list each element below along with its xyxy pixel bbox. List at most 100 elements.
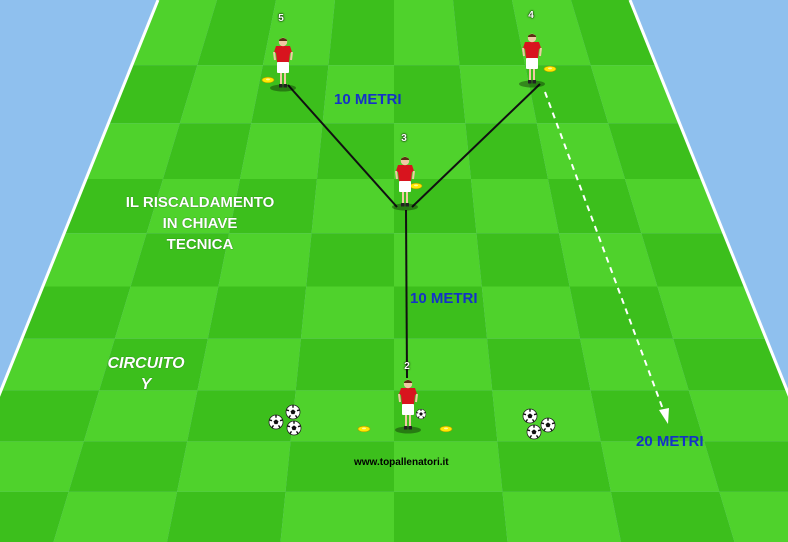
pitch-stripe	[394, 179, 477, 234]
website-credit: www.topallenatori.it	[354, 457, 449, 468]
cone-marker-icon	[543, 65, 557, 73]
pitch-stripe	[525, 65, 609, 124]
pitch-stripe	[108, 65, 198, 124]
pitch-stripe	[0, 491, 69, 542]
pitch-stripe	[0, 338, 115, 391]
player-number-2: 2	[404, 361, 410, 372]
circuit-label-line-2: Y	[140, 376, 152, 393]
pitch-stripe	[394, 338, 493, 391]
soccer-ball-icon	[540, 417, 556, 433]
pitch-stripe	[306, 233, 394, 287]
cone-marker-icon	[261, 76, 275, 84]
pitch-stripe	[251, 65, 329, 124]
pitch-stripe	[64, 179, 163, 234]
pitch-stripe	[571, 0, 657, 66]
pitch-stripe	[131, 0, 217, 66]
y-line-left-arm	[287, 84, 398, 208]
pitch-stripe	[85, 123, 180, 180]
pitch-stripe	[0, 390, 100, 442]
drill-title: IL RISCALDAMENTO IN CHIAVE TECNICA	[100, 192, 300, 255]
pitch-stripe	[394, 123, 472, 180]
pitch-stripe	[497, 441, 611, 492]
pitch-stripe	[590, 65, 680, 124]
pitch-stripe	[600, 441, 720, 492]
circuit-label: CIRCUITO Y	[96, 353, 196, 395]
pitch-stripe	[99, 338, 208, 391]
y-line-stem	[405, 209, 408, 379]
pitch-stripe	[492, 390, 601, 442]
pitch-stripe	[83, 390, 198, 442]
pitch-stripe	[42, 233, 147, 287]
pitch-stripe	[719, 491, 788, 542]
pitch-stripe	[625, 179, 724, 234]
cone-marker-icon	[409, 182, 423, 190]
pitch-sideline-left	[0, 0, 160, 397]
distance-label-stem: 10 METRI	[410, 290, 478, 307]
pitch-stripe	[580, 338, 689, 391]
pitch-stripe	[476, 233, 570, 287]
pitch-stripe	[569, 286, 674, 339]
pitch-stripe	[285, 441, 394, 492]
pitch-stripe	[322, 65, 394, 124]
pitch-stripe	[218, 233, 312, 287]
pitch-stripe	[21, 286, 131, 339]
pitch-stripe	[177, 441, 291, 492]
pitch-stripe	[114, 286, 219, 339]
pitch-stripe	[53, 491, 178, 542]
pitch-stripe	[502, 491, 621, 542]
pitch-stripe	[197, 0, 276, 66]
pitch-stripe	[471, 179, 559, 234]
pitch-stripe	[68, 441, 188, 492]
pitch-stripe	[536, 123, 626, 180]
pitch-stripe	[641, 233, 746, 287]
pitch-stripe	[673, 338, 788, 391]
pitch-stripe	[657, 286, 767, 339]
pitch-stripe	[465, 123, 549, 180]
pitch-stripe	[300, 286, 394, 339]
pitch-stripe	[229, 179, 317, 234]
soccer-ball-icon	[522, 408, 538, 424]
pitch-stripe	[167, 491, 286, 542]
pitch-stripe	[290, 390, 394, 442]
player-number-5: 5	[278, 13, 284, 24]
pitch-stripe	[394, 233, 482, 287]
pitch-stripe	[459, 65, 537, 124]
pitch-stripe	[453, 0, 526, 66]
pitch-stripe	[481, 286, 581, 339]
pitch-stripe	[394, 286, 488, 339]
pitch-stripe	[328, 0, 394, 66]
pitch-stripe	[179, 65, 263, 124]
pitch-stripe	[548, 179, 642, 234]
distance-label-top: 10 METRI	[334, 91, 402, 108]
player-number-4: 4	[528, 10, 534, 21]
soccer-ball-icon	[268, 414, 284, 430]
pitch-stripe	[487, 338, 591, 391]
soccer-ball-icon	[286, 420, 302, 436]
pitch-stripe	[316, 123, 394, 180]
pitch-stripe	[394, 65, 466, 124]
circuit-label-line-1: CIRCUITO	[107, 355, 185, 372]
drill-title-line-1: IL RISCALDAMENTO	[125, 194, 275, 211]
run-arrow-line	[544, 91, 665, 413]
cone-marker-icon	[439, 425, 453, 433]
pitch-stripe	[704, 441, 788, 492]
pitch-stripe	[162, 123, 252, 180]
pitch-stripe	[311, 179, 394, 234]
pitch-stripe	[207, 286, 307, 339]
pitch-stripe	[0, 441, 84, 492]
pitch-stripe	[130, 233, 230, 287]
soccer-ball-icon	[526, 424, 542, 440]
pitch-sideline-right	[628, 0, 788, 397]
pitch-stripe	[239, 123, 323, 180]
distance-label-run: 20 METRI	[636, 433, 704, 450]
pitch-stripe	[688, 390, 788, 442]
pitch-stripe	[295, 338, 394, 391]
drill-title-line-3: TECNICA	[166, 236, 234, 253]
arrow-head-icon	[659, 408, 669, 424]
pitch-stripe	[394, 491, 508, 542]
pitch-stripe	[280, 491, 394, 542]
pitch-stripe	[590, 390, 705, 442]
pitch-stripe	[146, 179, 240, 234]
